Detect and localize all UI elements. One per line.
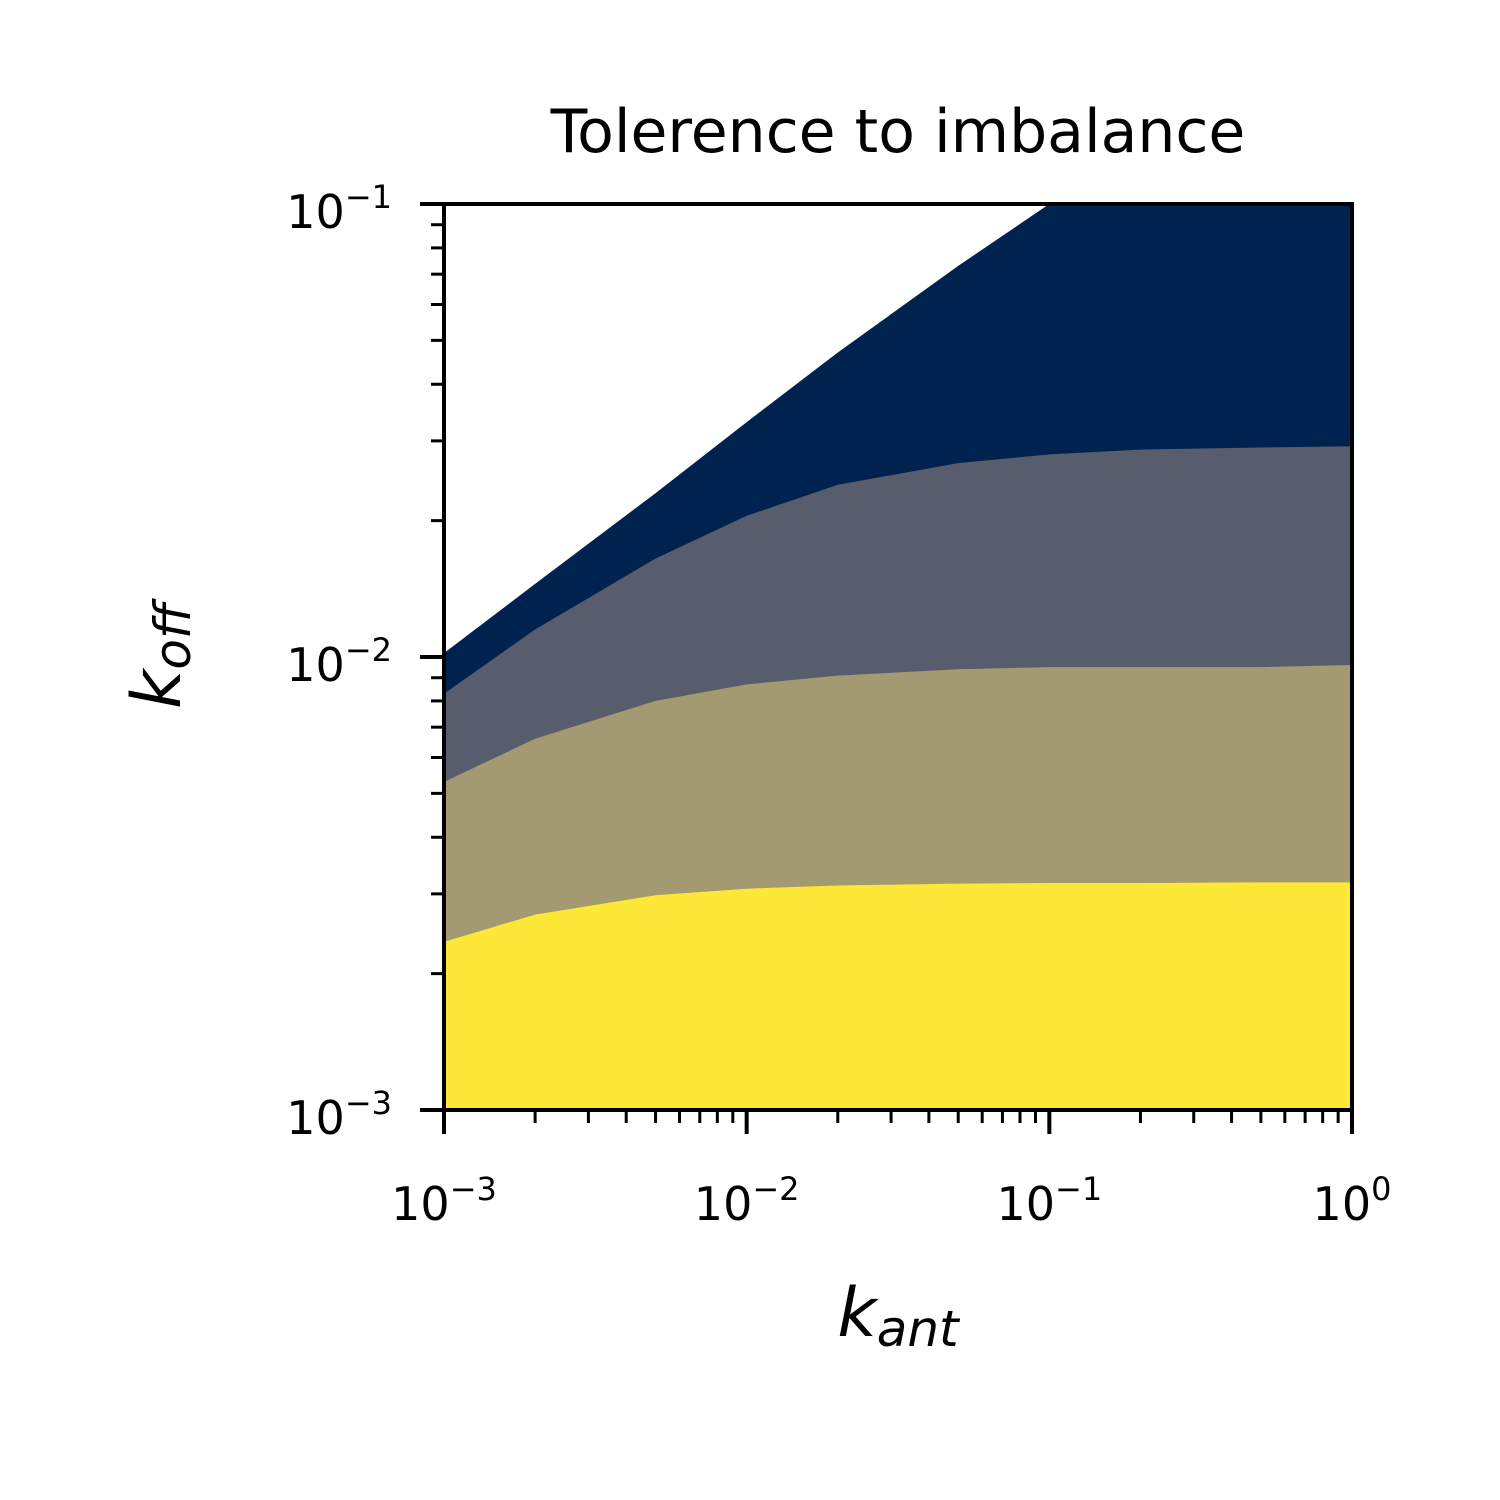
minor-ticks <box>431 223 1340 1123</box>
y-tick-label: 10−3 <box>286 1084 392 1145</box>
y-axis-label-group: koff <box>118 598 202 709</box>
chart-title: Tolerence to imbalance <box>550 97 1246 167</box>
x-axis-label-sub: ant <box>877 1300 961 1358</box>
y-tick-label-base: 10 <box>286 1091 345 1145</box>
y-tick-labels: 10−310−210−1 <box>286 178 392 1145</box>
y-axis-label-sub: off <box>144 598 202 670</box>
x-tick-label: 10−3 <box>391 1170 497 1231</box>
y-tick-label-exp: −3 <box>345 1084 392 1122</box>
y-tick-label-exp: −2 <box>345 631 392 669</box>
x-axis-label: kant <box>837 1274 961 1358</box>
y-axis-label: koff <box>118 598 202 709</box>
x-tick-label: 10−2 <box>694 1170 800 1231</box>
x-tick-label-base: 10 <box>391 1177 450 1231</box>
major-ticks <box>420 202 1354 1134</box>
x-tick-label-exp: −2 <box>752 1170 799 1208</box>
x-axis-label-base: k <box>837 1274 879 1353</box>
y-tick-label-base: 10 <box>286 185 345 239</box>
y-tick-label: 10−1 <box>286 178 392 239</box>
y-axis-label-base: k <box>118 667 197 709</box>
x-tick-label-exp: −1 <box>1055 1170 1102 1208</box>
x-tick-label-exp: −3 <box>450 1170 497 1208</box>
x-tick-label: 10−1 <box>996 1170 1102 1231</box>
x-tick-label: 100 <box>1313 1170 1392 1231</box>
y-tick-label-exp: −1 <box>345 178 392 216</box>
plot-frame <box>442 202 1354 1112</box>
x-tick-labels: 10−3 10−2 10−1 100 <box>391 1170 1391 1231</box>
x-tick-label-base: 10 <box>694 1177 753 1231</box>
band-1 <box>444 882 1352 1110</box>
x-tick-label-base: 10 <box>996 1177 1055 1231</box>
x-tick-label-base: 10 <box>1313 1177 1372 1231</box>
x-tick-label-exp: 0 <box>1371 1170 1391 1208</box>
y-tick-label: 10−2 <box>286 631 392 692</box>
y-tick-label-base: 10 <box>286 638 345 692</box>
chart-bands <box>444 204 1352 1110</box>
